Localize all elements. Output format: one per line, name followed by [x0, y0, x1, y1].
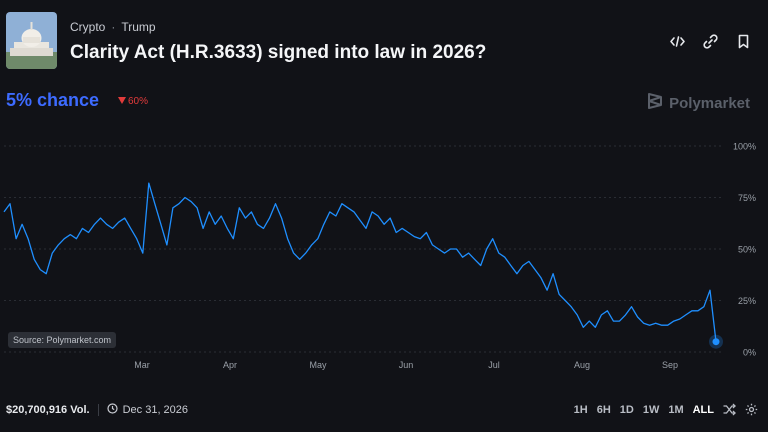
current-point	[712, 338, 720, 346]
x-tick-label: Apr	[223, 360, 237, 370]
source-label: Source: Polymarket.com	[8, 332, 117, 348]
y-axis-labels: 100% 75% 50% 25% 0%	[733, 142, 756, 358]
down-arrow-icon	[118, 96, 126, 107]
volume: $20,700,916 Vol.	[6, 404, 90, 416]
x-tick-label: Jul	[488, 360, 500, 370]
bookmark-icon[interactable]	[735, 33, 752, 50]
end-date-text: Dec 31, 2026	[122, 404, 189, 416]
breadcrumb-item-trump[interactable]: Trump	[121, 20, 156, 34]
shuffle-icon[interactable]	[723, 403, 736, 416]
x-tick-label: Sep	[662, 360, 678, 370]
change-value: 60%	[128, 96, 149, 107]
range-1w[interactable]: 1W	[642, 403, 660, 416]
x-tick-label: May	[309, 360, 327, 370]
y-tick-label: 75%	[738, 193, 756, 203]
change-indicator: 60%	[118, 96, 148, 107]
time-range-selector: 1H 6H 1D 1W 1M ALL	[574, 403, 758, 416]
polymarket-icon	[647, 92, 663, 114]
series-line-yes	[3, 182, 717, 342]
x-tick-label: Aug	[574, 360, 590, 370]
y-tick-label: 50%	[738, 245, 756, 255]
breadcrumb: Crypto · Trump	[70, 20, 156, 34]
brand-name: Polymarket	[669, 94, 750, 112]
polymarket-logo: Polymarket	[647, 92, 750, 114]
y-tick-label: 0%	[743, 348, 756, 358]
link-icon[interactable]	[702, 33, 719, 50]
y-tick-label: 100%	[733, 142, 756, 152]
footer-divider	[97, 404, 99, 416]
market-title: Clarity Act (H.R.3633) signed into law i…	[70, 42, 487, 63]
range-1m[interactable]: 1M	[668, 403, 684, 416]
chance-value: 5% chance	[6, 90, 100, 110]
price-chart: 100% 75% 50% 25% 0% Mar Apr May Jun Jul Aug Sep	[3, 142, 756, 370]
embed-icon[interactable]	[669, 33, 686, 50]
market-footer-info: $20,700,916 Vol. Dec 31, 2026	[6, 403, 188, 417]
range-1d[interactable]: 1D	[619, 403, 634, 416]
x-tick-label: Jun	[399, 360, 414, 370]
header-actions	[669, 33, 752, 50]
x-axis-labels: Mar Apr May Jun Jul Aug Sep	[134, 360, 678, 370]
end-date: Dec 31, 2026	[106, 403, 189, 417]
range-all[interactable]: ALL	[692, 403, 714, 416]
y-tick-label: 25%	[738, 296, 756, 306]
clock-icon	[106, 403, 118, 417]
market-thumbnail	[6, 12, 57, 69]
x-tick-label: Mar	[134, 360, 150, 370]
breadcrumb-separator: ·	[111, 20, 116, 34]
range-1h[interactable]: 1H	[573, 403, 588, 416]
settings-gear-icon[interactable]	[745, 403, 758, 416]
breadcrumb-item-crypto[interactable]: Crypto	[70, 20, 106, 34]
range-6h[interactable]: 6H	[596, 403, 611, 416]
